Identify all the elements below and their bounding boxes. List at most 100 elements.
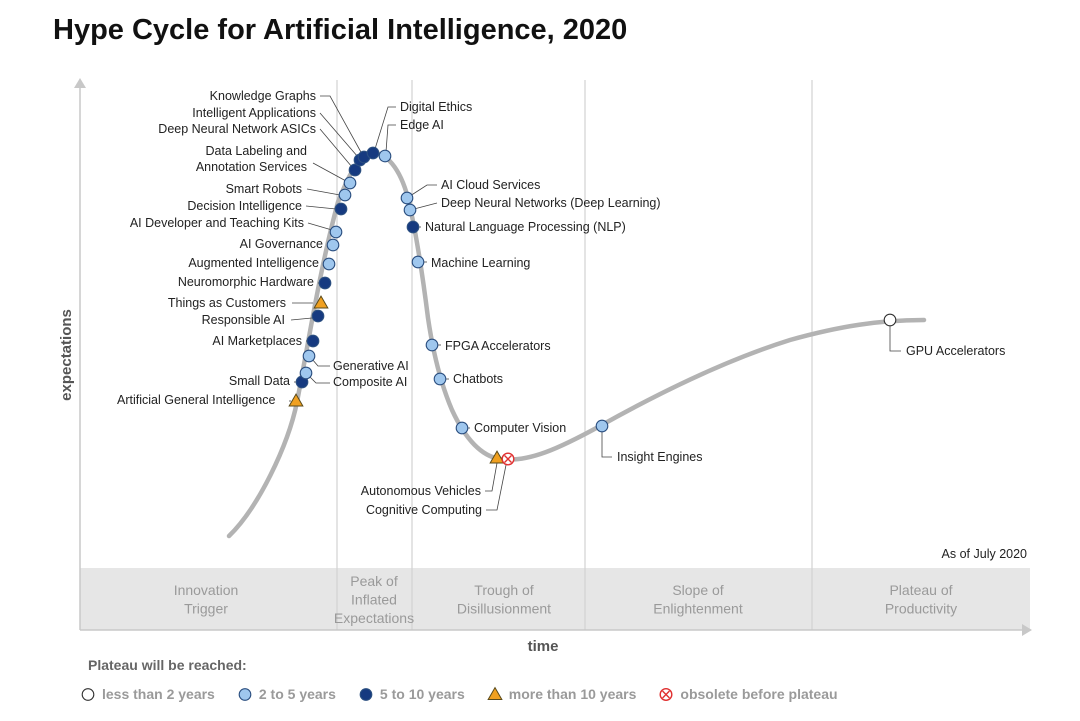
marker-ai-marketplaces bbox=[306, 334, 320, 348]
marker-generative-ai bbox=[302, 349, 316, 363]
y-axis-label: expectations bbox=[58, 309, 75, 401]
marker-smart-robots bbox=[338, 188, 352, 202]
leader-intelligent-applications bbox=[319, 112, 359, 158]
label-autonomous-vehicles: Autonomous Vehicles bbox=[361, 484, 481, 498]
leader-edge-ai bbox=[385, 124, 396, 153]
marker-ai-developer-and-teaching-kits bbox=[329, 225, 343, 239]
label-deep-neural-networks-deep-learning: Deep Neural Networks (Deep Learning) bbox=[441, 196, 661, 210]
legend-item-5to10: 5 to 10 years bbox=[358, 686, 465, 702]
marker-ai-governance bbox=[326, 238, 340, 252]
phase-label-slope-of-enlightenment: Enlightenment bbox=[653, 601, 743, 617]
legend-marker-gt10 bbox=[487, 686, 503, 700]
legend-swatch-obsolete bbox=[659, 687, 673, 702]
label-deep-neural-network-asics: Deep Neural Network ASICs bbox=[158, 122, 316, 136]
marker-things-as-customers bbox=[313, 295, 329, 309]
phase-label-trough-of-disillusionment: Disillusionment bbox=[457, 601, 551, 617]
label-generative-ai: Generative AI bbox=[333, 359, 409, 373]
leader-smart-robots bbox=[306, 188, 341, 196]
legend-item-lt2: less than 2 years bbox=[80, 686, 215, 702]
marker-responsible-ai bbox=[311, 309, 325, 323]
leader-decision-intelligence bbox=[305, 205, 337, 210]
phase-label-trough-of-disillusionment: Trough of bbox=[474, 582, 534, 598]
legend-swatch-2to5 bbox=[238, 688, 252, 701]
label-intelligent-applications: Intelligent Applications bbox=[192, 106, 316, 120]
leader-gpu-accelerators bbox=[889, 326, 901, 352]
label-ai-marketplaces: AI Marketplaces bbox=[212, 334, 302, 348]
legend-title: Plateau will be reached: bbox=[88, 657, 247, 673]
legend-label-2to5: 2 to 5 years bbox=[258, 686, 336, 702]
label-data-labeling-and-annotation-services: Data Labeling and Annotation Services bbox=[196, 144, 307, 174]
marker-edge-ai bbox=[378, 149, 392, 163]
marker-computer-vision bbox=[455, 421, 469, 435]
label-knowledge-graphs: Knowledge Graphs bbox=[210, 89, 316, 103]
marker-gpu-accelerators bbox=[883, 313, 897, 327]
leader-deep-neural-networks-deep-learning bbox=[413, 202, 438, 210]
legend-marker-obsolete bbox=[659, 687, 673, 702]
phase-label-innovation-trigger: Innovation bbox=[174, 582, 239, 598]
marker-digital-ethics bbox=[366, 146, 380, 160]
label-ai-cloud-services: AI Cloud Services bbox=[441, 178, 540, 192]
x-axis-label: time bbox=[528, 638, 559, 655]
legend-marker-lt2 bbox=[81, 688, 95, 701]
leader-knowledge-graphs bbox=[320, 95, 363, 155]
phase-label-plateau-of-productivity: Plateau of bbox=[889, 582, 952, 598]
label-smart-robots: Smart Robots bbox=[226, 182, 302, 196]
legend-item-obsolete: obsolete before plateau bbox=[658, 686, 838, 702]
marker-fpga-accelerators bbox=[425, 338, 439, 352]
label-computer-vision: Computer Vision bbox=[474, 421, 566, 435]
label-ai-governance: AI Governance bbox=[240, 237, 323, 251]
phase-label-slope-of-enlightenment: Slope of bbox=[672, 582, 723, 598]
phase-label-plateau-of-productivity: Productivity bbox=[885, 601, 957, 617]
leader-generative-ai bbox=[311, 358, 330, 367]
label-insight-engines: Insight Engines bbox=[617, 450, 702, 464]
leader-data-labeling-and-annotation-services bbox=[312, 162, 347, 182]
leader-composite-ai bbox=[308, 375, 330, 384]
y-axis-arrow bbox=[74, 78, 86, 88]
hype-curve bbox=[226, 150, 927, 539]
label-composite-ai: Composite AI bbox=[333, 375, 407, 389]
phase-label-peak-of-inflated-expectations: Expectations bbox=[334, 610, 414, 626]
marker-decision-intelligence bbox=[334, 202, 348, 216]
label-chatbots: Chatbots bbox=[453, 372, 503, 386]
leader-autonomous-vehicles bbox=[485, 462, 498, 492]
chart-title: Hype Cycle for Artificial Intelligence, … bbox=[53, 14, 628, 46]
legend-item-gt10: more than 10 years bbox=[487, 686, 637, 702]
leader-responsible-ai bbox=[290, 317, 313, 321]
marker-autonomous-vehicles bbox=[489, 450, 505, 464]
legend-marker-2to5 bbox=[238, 688, 252, 701]
marker-insight-engines bbox=[595, 419, 609, 433]
legend-label-5to10: 5 to 10 years bbox=[379, 686, 465, 702]
marker-artificial-general-intelligence bbox=[288, 393, 304, 407]
label-augmented-intelligence: Augmented Intelligence bbox=[188, 256, 319, 270]
leader-ai-developer-and-teaching-kits bbox=[307, 222, 333, 231]
legend-label-gt10: more than 10 years bbox=[508, 686, 637, 702]
label-things-as-customers: Things as Customers bbox=[168, 296, 286, 310]
phase-label-peak-of-inflated-expectations: Peak of bbox=[350, 573, 398, 589]
marker-deep-neural-network-asics bbox=[348, 163, 362, 177]
leader-deep-neural-network-asics bbox=[319, 128, 353, 168]
label-digital-ethics: Digital Ethics bbox=[400, 100, 472, 114]
legend-label-obsolete: obsolete before plateau bbox=[680, 686, 838, 702]
label-ai-developer-and-teaching-kits: AI Developer and Teaching Kits bbox=[130, 216, 304, 230]
label-decision-intelligence: Decision Intelligence bbox=[187, 199, 302, 213]
label-artificial-general-intelligence: Artificial General Intelligence bbox=[117, 393, 275, 407]
leader-digital-ethics bbox=[374, 106, 396, 150]
legend-label-lt2: less than 2 years bbox=[102, 686, 215, 702]
legend-marker-5to10 bbox=[359, 688, 373, 701]
leader-cognitive-computing bbox=[486, 464, 507, 511]
marker-augmented-intelligence bbox=[322, 257, 336, 271]
phase-band bbox=[80, 568, 1030, 630]
legend-swatch-5to10 bbox=[359, 688, 373, 701]
x-axis-arrow bbox=[1022, 624, 1032, 636]
label-fpga-accelerators: FPGA Accelerators bbox=[445, 339, 551, 353]
marker-ai-cloud-services bbox=[400, 191, 414, 205]
legend: less than 2 years 2 to 5 years 5 to 10 yea… bbox=[80, 686, 860, 702]
label-responsible-ai: Responsible AI bbox=[202, 313, 285, 327]
phase-label-innovation-trigger: Trigger bbox=[184, 601, 228, 617]
label-edge-ai: Edge AI bbox=[400, 118, 444, 132]
legend-swatch-lt2 bbox=[81, 688, 95, 701]
marker-machine-learning bbox=[411, 255, 425, 269]
label-natural-language-processing-nlp: Natural Language Processing (NLP) bbox=[425, 220, 626, 234]
label-gpu-accelerators: GPU Accelerators bbox=[906, 344, 1005, 358]
